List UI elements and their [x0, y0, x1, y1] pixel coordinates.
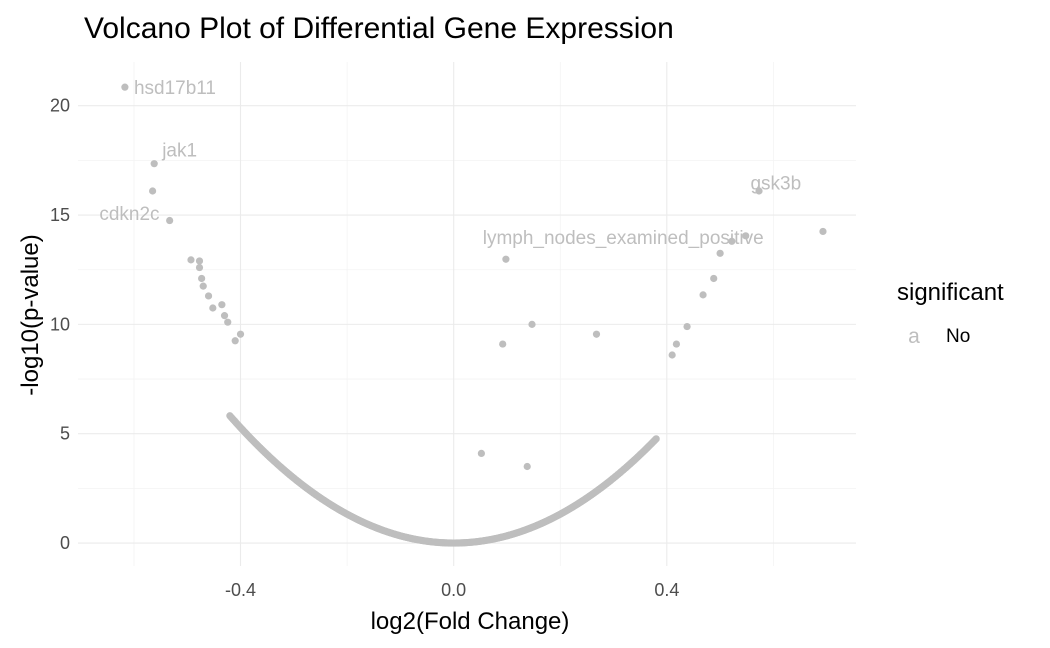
data-point	[668, 351, 676, 359]
chart-title: Volcano Plot of Differential Gene Expres…	[84, 12, 674, 45]
data-point	[699, 291, 707, 299]
legend-label-no: No	[946, 326, 970, 347]
gene-label: gsk3b	[750, 173, 801, 194]
x-tick-label: -0.4	[225, 580, 256, 600]
y-tick-label: 5	[60, 424, 70, 444]
data-point	[187, 256, 195, 264]
data-point	[209, 304, 217, 312]
data-point	[523, 462, 531, 471]
data-point	[199, 282, 207, 290]
data-point	[742, 232, 750, 240]
y-axis-title: -log10(p-value)	[17, 234, 44, 395]
legend: significant a No	[897, 279, 1004, 348]
x-tick-label: 0.4	[654, 580, 679, 600]
data-point	[231, 337, 239, 345]
y-tick-label: 0	[60, 533, 70, 553]
data-points	[121, 83, 827, 547]
data-point	[195, 257, 204, 265]
data-point	[728, 237, 736, 245]
data-point	[195, 263, 204, 272]
x-axis-title: log2(Fold Change)	[371, 608, 570, 635]
legend-key-glyph: a	[908, 325, 920, 348]
data-point	[150, 160, 158, 168]
x-tick-label: 0.0	[441, 580, 466, 600]
gene-label: hsd17b11	[134, 78, 216, 99]
y-tick-label: 20	[50, 96, 70, 116]
data-point	[528, 320, 536, 328]
data-point	[683, 322, 691, 331]
y-tick-label: 15	[50, 205, 70, 225]
data-point	[819, 227, 827, 236]
data-point	[672, 340, 681, 348]
data-point	[592, 330, 601, 338]
data-point	[204, 292, 213, 300]
data-point	[502, 255, 510, 263]
gene-label: cdkn2c	[99, 204, 159, 225]
data-point	[755, 187, 763, 195]
data-point	[220, 312, 229, 320]
data-point	[149, 187, 157, 195]
data-point	[218, 301, 226, 309]
data-point	[499, 340, 507, 348]
y-tick-labels: 0 5 10 15 20	[50, 96, 70, 553]
y-tick-label: 10	[50, 314, 70, 334]
legend-title: significant	[897, 279, 1004, 306]
data-point	[236, 330, 245, 338]
grid	[78, 62, 856, 566]
data-point	[198, 274, 206, 283]
data-point	[121, 83, 129, 91]
x-tick-labels: -0.4 0.0 0.4	[225, 580, 679, 600]
gene-label: lymph_nodes_examined_positive	[483, 228, 764, 249]
data-point	[224, 318, 232, 326]
data-point	[716, 249, 724, 257]
data-point	[166, 216, 174, 225]
data-point	[710, 274, 718, 283]
data-point	[652, 435, 660, 443]
data-point	[477, 449, 485, 457]
gene-labels: hsd17b11 jak1 cdkn2c gsk3b lymph_nodes_exami…	[99, 78, 801, 249]
gene-label: jak1	[161, 140, 197, 161]
